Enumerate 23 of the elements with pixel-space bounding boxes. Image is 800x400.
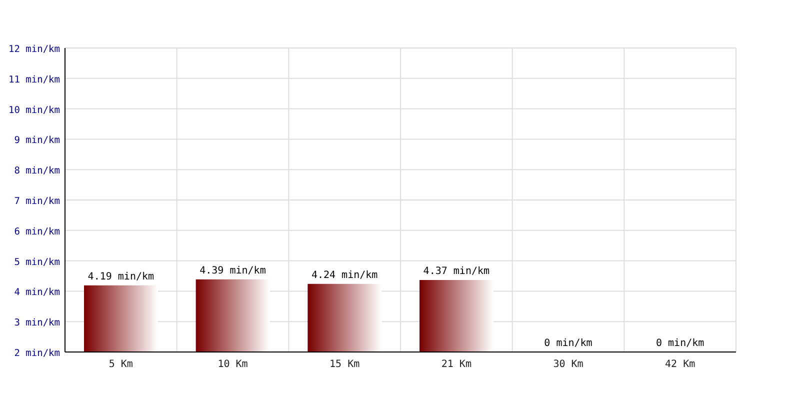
y-tick-label: 5 min/km	[14, 256, 60, 268]
y-tick-label: 8 min/km	[14, 166, 60, 177]
y-tick-label: 2 min/km	[14, 348, 60, 359]
x-tick-label: 42 Km	[665, 359, 696, 370]
data-label: 4.37 min/km	[423, 266, 490, 277]
x-tick-label: 10 Km	[218, 359, 248, 370]
data-label: 4.24 min/km	[311, 270, 378, 281]
y-tick-label: 9 min/km	[14, 135, 60, 146]
y-tick-label: 7 min/km	[14, 196, 60, 207]
y-tick-label: 10 min/km	[8, 104, 60, 116]
y-tick-label: 11 min/km	[8, 74, 60, 86]
x-tick-label: 5 Km	[108, 359, 133, 370]
y-tick-label: 6 min/km	[14, 226, 60, 238]
text: 0 min/km	[656, 338, 704, 349]
x-tick-label: 15 Km	[330, 359, 360, 370]
x-tick-label: 21 Km	[441, 359, 472, 370]
y-tick-label: 3 min/km	[14, 318, 60, 329]
y-tick-label: 4 min/km	[14, 287, 60, 298]
y-tick-label: 12 min/km	[8, 44, 60, 55]
text: 0 min/km	[544, 338, 592, 349]
data-label: 4.19 min/km	[88, 271, 154, 282]
data-label: 4.39 min/km	[200, 265, 266, 276]
x-tick-label: 30 Km	[553, 359, 584, 370]
